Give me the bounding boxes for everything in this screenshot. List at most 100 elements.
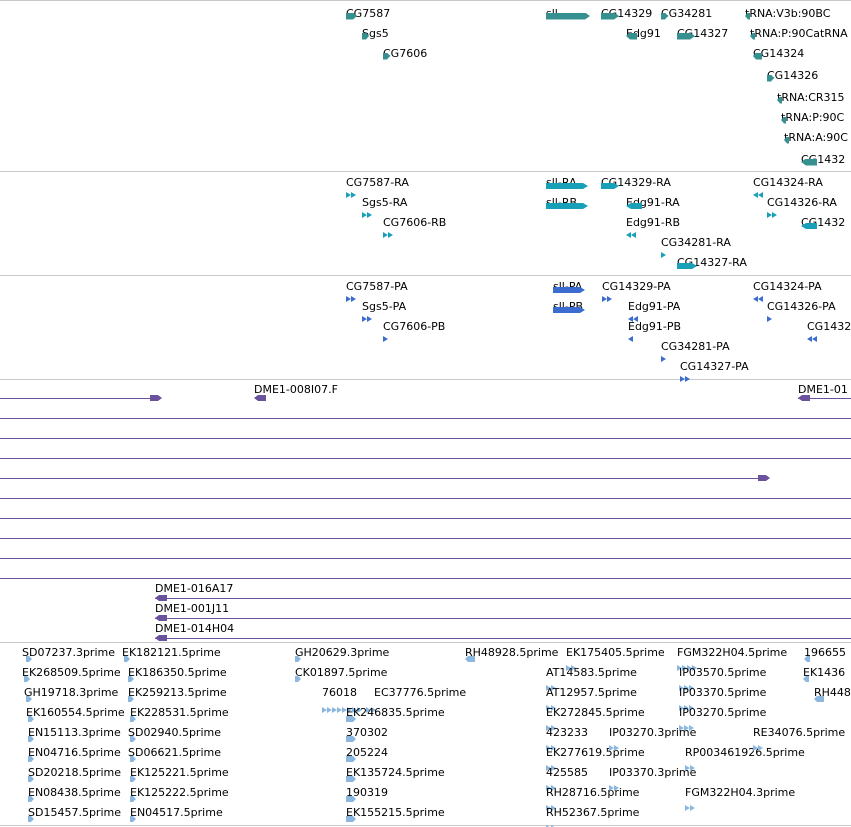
est-label[interactable]: EK182121.5prime: [122, 646, 221, 659]
protein-label[interactable]: Edg91-PB: [628, 320, 682, 333]
gene-label[interactable]: tRNA:V3b:90BC: [745, 7, 831, 20]
gene-glyph[interactable]: [781, 116, 786, 124]
est-glyph[interactable]: [753, 736, 765, 751]
est-glyph[interactable]: [546, 736, 560, 751]
est-glyph[interactable]: [28, 736, 34, 742]
protein-glyph[interactable]: [602, 287, 616, 302]
protein-glyph[interactable]: [553, 307, 585, 313]
est-label[interactable]: EK277619.5prime: [546, 746, 645, 759]
protein-label[interactable]: CG14329-PA: [602, 280, 671, 293]
transcript-label[interactable]: CG14324-RA: [753, 176, 823, 189]
est-glyph[interactable]: [566, 656, 580, 671]
protein-glyph[interactable]: [628, 307, 640, 322]
est-glyph[interactable]: [128, 696, 134, 702]
est-glyph[interactable]: [130, 796, 136, 802]
gene-label[interactable]: Sgs5: [362, 27, 389, 40]
clone-line[interactable]: [0, 478, 762, 479]
gene-glyph[interactable]: [383, 53, 390, 60]
est-glyph[interactable]: [130, 716, 136, 722]
clone-line[interactable]: [0, 418, 851, 419]
clone-line[interactable]: [0, 518, 851, 519]
protein-glyph[interactable]: [383, 327, 388, 342]
est-glyph[interactable]: [346, 796, 356, 802]
gene-label[interactable]: tRNA:A:90C: [784, 131, 848, 144]
gene-glyph[interactable]: [750, 32, 755, 40]
gene-glyph[interactable]: [601, 13, 619, 20]
est-glyph[interactable]: [346, 756, 356, 762]
gene-glyph[interactable]: [745, 12, 750, 20]
gene-glyph[interactable]: [346, 13, 357, 20]
gene-glyph[interactable]: [767, 75, 774, 82]
est-label[interactable]: GH19718.3prime: [24, 686, 119, 699]
est-glyph[interactable]: [804, 656, 810, 662]
est-label[interactable]: SD15457.5prime: [28, 806, 121, 819]
est-glyph[interactable]: [346, 816, 356, 822]
est-label[interactable]: 370302: [346, 726, 388, 739]
est-glyph[interactable]: [130, 776, 136, 782]
est-label[interactable]: RH48928.5prime: [465, 646, 559, 659]
est-glyph[interactable]: [28, 716, 34, 722]
est-glyph[interactable]: [24, 676, 30, 682]
est-label[interactable]: EK268509.5prime: [22, 666, 121, 679]
est-label[interactable]: GH20629.3prime: [295, 646, 390, 659]
est-label[interactable]: RP003461926.5prime: [685, 746, 805, 759]
est-glyph[interactable]: [130, 756, 136, 762]
clone-label[interactable]: DME1-008I07.F: [254, 383, 338, 396]
clone-line[interactable]: [0, 538, 851, 539]
transcript-glyph[interactable]: [346, 183, 360, 198]
est-label[interactable]: EK175405.5prime: [566, 646, 665, 659]
clone-glyph[interactable]: [150, 395, 162, 401]
est-label[interactable]: SD06621.5prime: [128, 746, 221, 759]
est-glyph[interactable]: [679, 716, 697, 731]
est-glyph[interactable]: [130, 816, 136, 822]
est-glyph[interactable]: [546, 816, 560, 827]
est-glyph[interactable]: [546, 696, 560, 711]
transcript-glyph[interactable]: [677, 263, 697, 269]
est-glyph[interactable]: [346, 716, 356, 722]
clone-glyph[interactable]: [155, 595, 167, 601]
gene-glyph[interactable]: [784, 136, 789, 144]
est-glyph[interactable]: [803, 676, 809, 682]
est-glyph[interactable]: [26, 656, 32, 662]
est-label[interactable]: EC37776.5prime: [374, 686, 467, 699]
est-glyph[interactable]: [346, 736, 356, 742]
clone-line[interactable]: [155, 618, 851, 619]
protein-label[interactable]: CG7606-PB: [383, 320, 446, 333]
est-label[interactable]: 196655: [804, 646, 846, 659]
transcript-label[interactable]: CG7606-RB: [383, 216, 447, 229]
transcript-glyph[interactable]: [383, 223, 393, 238]
est-glyph[interactable]: [814, 696, 824, 702]
gene-glyph[interactable]: [546, 13, 590, 20]
est-label[interactable]: EK125222.5prime: [130, 786, 229, 799]
transcript-glyph[interactable]: [626, 223, 636, 238]
clone-glyph[interactable]: [758, 475, 770, 481]
est-label[interactable]: 423233: [546, 726, 588, 739]
gene-label[interactable]: CG34281: [661, 7, 713, 20]
est-label[interactable]: EK259213.5prime: [128, 686, 227, 699]
gene-glyph[interactable]: [626, 32, 637, 40]
clone-line[interactable]: [0, 458, 851, 459]
clone-line[interactable]: [0, 438, 851, 439]
est-glyph[interactable]: [295, 676, 301, 682]
est-glyph[interactable]: [546, 756, 560, 771]
gene-label[interactable]: CG7606: [383, 47, 428, 60]
gene-label[interactable]: CG14326: [767, 69, 819, 82]
gene-label[interactable]: CG7587: [346, 7, 391, 20]
est-label[interactable]: EK186350.5prime: [128, 666, 227, 679]
protein-label[interactable]: CG1432: [807, 320, 851, 333]
transcript-label[interactable]: CG7587-RA: [346, 176, 409, 189]
est-label[interactable]: FGM322H04.3prime: [685, 786, 796, 799]
clone-line[interactable]: [798, 398, 851, 399]
est-label[interactable]: EK155215.5prime: [346, 806, 445, 819]
clone-glyph[interactable]: [155, 615, 167, 621]
est-label[interactable]: CK01897.5prime: [295, 666, 388, 679]
gene-glyph[interactable]: [677, 33, 695, 40]
est-label[interactable]: EK228531.5prime: [130, 706, 229, 719]
protein-glyph[interactable]: [767, 307, 775, 322]
est-label[interactable]: EK135724.5prime: [346, 766, 445, 779]
est-label[interactable]: EK160554.5prime: [26, 706, 125, 719]
protein-label[interactable]: CG34281-PA: [661, 340, 730, 353]
est-glyph[interactable]: [28, 756, 34, 762]
est-glyph[interactable]: [679, 696, 697, 711]
clone-line[interactable]: [0, 398, 153, 399]
